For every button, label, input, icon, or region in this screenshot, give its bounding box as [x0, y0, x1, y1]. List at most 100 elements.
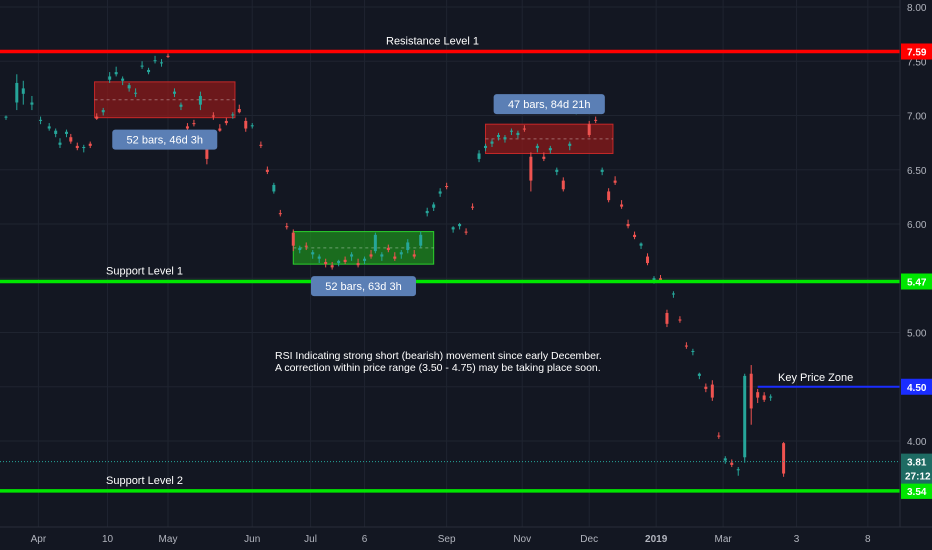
range-badge-label: 47 bars, 84d 21h [508, 99, 591, 111]
candle-body [179, 104, 183, 107]
candle-body [561, 180, 565, 190]
candle-body [250, 125, 254, 127]
level-price-tag-bg [901, 482, 932, 499]
range-badge [112, 129, 218, 150]
candle-body [652, 278, 656, 281]
candle-body [717, 435, 721, 437]
price-tick-label: 7.00 [907, 112, 927, 123]
candle-body [697, 373, 701, 376]
key-zone-price-tag: 4.50 [907, 383, 927, 394]
candle-body [516, 132, 520, 136]
candle-body [211, 115, 215, 117]
candle-body [198, 95, 202, 105]
time-axis[interactable]: Apr 10 May Jun Jul 6 Sep Nov Dec 2019 Mar 3 8 [0, 526, 932, 550]
key-price-zone-label: Key Price Zone [778, 372, 853, 384]
candle-body [594, 119, 598, 121]
candle-body [477, 153, 481, 159]
candle-body [101, 110, 105, 113]
candle-body [639, 243, 643, 246]
price-tick-label: 4.00 [907, 437, 927, 448]
time-tick-label: 8 [865, 534, 871, 545]
level-label: Support Level 1 [106, 266, 183, 278]
candle-body [393, 256, 397, 259]
candle-body [272, 184, 276, 192]
time-tick-label: Sep [438, 534, 456, 545]
candle-body [192, 123, 196, 125]
time-axis-bg [0, 527, 932, 550]
candle-body [64, 131, 68, 134]
candle-body [503, 137, 507, 140]
candle-body [172, 91, 176, 94]
candle-body [160, 62, 164, 64]
candle-body [399, 252, 403, 255]
time-tick-label: May [159, 534, 178, 545]
candle-body [626, 224, 630, 227]
candle-body [140, 65, 144, 67]
candle-body [438, 191, 442, 194]
candle-body [620, 204, 624, 207]
candle-body [47, 126, 51, 129]
candle-body [782, 443, 786, 474]
bar-countdown: 27:12 [905, 472, 931, 483]
candle-body [218, 128, 222, 131]
candle-body [350, 254, 354, 257]
candle-body [259, 144, 263, 146]
candle-body [633, 234, 637, 238]
candle-body [658, 278, 662, 281]
candle-body [419, 234, 423, 246]
candle-body [121, 78, 125, 81]
candle-body [291, 232, 295, 246]
annotation-line-2: A correction within price range (3.50 - … [275, 362, 601, 374]
candle-body [337, 260, 341, 264]
range-badge-label: 52 bars, 46d 3h [127, 135, 203, 147]
candle-body [185, 126, 189, 129]
candle-series [4, 53, 786, 477]
price-tick-label: 7.50 [907, 57, 927, 68]
time-tick-label: Dec [580, 534, 598, 545]
last-price-tag-bg [901, 453, 932, 484]
candle-body [432, 204, 436, 208]
key-zone-price-tag-bg [901, 378, 932, 395]
candle-body [224, 120, 228, 124]
candle-body [678, 319, 682, 321]
candle-body [555, 169, 559, 172]
candle-body [704, 386, 708, 389]
price-axis[interactable]: 8.007.507.006.506.005.505.004.504.007.59… [899, 0, 932, 550]
candle-body [54, 130, 58, 134]
candle-body [39, 119, 43, 121]
time-tick-label: Mar [715, 534, 733, 545]
candle-body [665, 312, 669, 324]
candle-body [285, 226, 289, 228]
candle-body [451, 227, 455, 230]
candle-body [147, 69, 151, 73]
candle-body [529, 156, 533, 181]
candle-body [471, 206, 475, 208]
candle-body [82, 146, 86, 149]
price-range-box [94, 81, 236, 119]
candle-body [330, 265, 334, 268]
candle-body [464, 231, 468, 233]
candle-body [298, 247, 302, 251]
candle-body [237, 108, 241, 113]
candle-body [412, 254, 416, 257]
level-price-tag-bg [901, 273, 932, 290]
candle-body [736, 469, 740, 471]
candle-body [607, 191, 611, 201]
candle-body [535, 145, 539, 149]
candle-body [134, 92, 138, 94]
candle-body [153, 60, 157, 62]
level-label: Support Level 2 [106, 475, 183, 487]
level-price-tag: 7.59 [907, 47, 927, 58]
candle-body [15, 82, 19, 103]
candle-body [542, 156, 546, 159]
candle-body [127, 85, 131, 89]
candle-body [95, 116, 99, 119]
candle-body [710, 384, 714, 398]
time-tick-label: Nov [513, 534, 531, 545]
range-badge [493, 94, 605, 115]
time-tick-label: 2019 [645, 534, 668, 545]
candle-body [723, 458, 727, 461]
candle-body [88, 143, 92, 146]
annotation-line-1: RSI Indicating strong short (bearish) mo… [275, 350, 602, 362]
